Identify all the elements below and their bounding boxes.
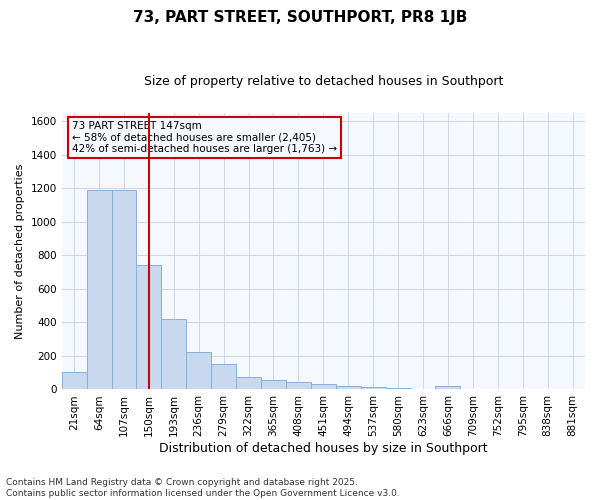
Bar <box>386 388 410 390</box>
Y-axis label: Number of detached properties: Number of detached properties <box>15 164 25 339</box>
Bar <box>62 372 86 390</box>
Bar <box>286 382 311 390</box>
Bar <box>161 319 186 390</box>
Text: Contains HM Land Registry data © Crown copyright and database right 2025.
Contai: Contains HM Land Registry data © Crown c… <box>6 478 400 498</box>
Bar <box>186 352 211 390</box>
Bar <box>410 389 436 390</box>
Bar <box>261 380 286 390</box>
Title: Size of property relative to detached houses in Southport: Size of property relative to detached ho… <box>143 75 503 88</box>
Text: 73 PART STREET 147sqm
← 58% of detached houses are smaller (2,405)
42% of semi-d: 73 PART STREET 147sqm ← 58% of detached … <box>72 121 337 154</box>
Bar <box>86 190 112 390</box>
Bar <box>336 386 361 390</box>
Bar <box>311 384 336 390</box>
Bar <box>361 388 386 390</box>
Bar <box>136 266 161 390</box>
X-axis label: Distribution of detached houses by size in Southport: Distribution of detached houses by size … <box>159 442 488 455</box>
Bar <box>436 386 460 390</box>
Bar <box>211 364 236 390</box>
Bar <box>236 377 261 390</box>
Bar <box>112 190 136 390</box>
Text: 73, PART STREET, SOUTHPORT, PR8 1JB: 73, PART STREET, SOUTHPORT, PR8 1JB <box>133 10 467 25</box>
